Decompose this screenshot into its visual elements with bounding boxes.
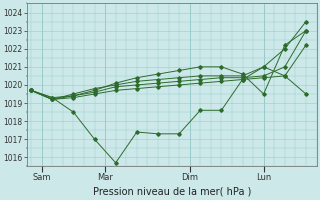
X-axis label: Pression niveau de la mer( hPa ): Pression niveau de la mer( hPa ) (92, 187, 251, 197)
